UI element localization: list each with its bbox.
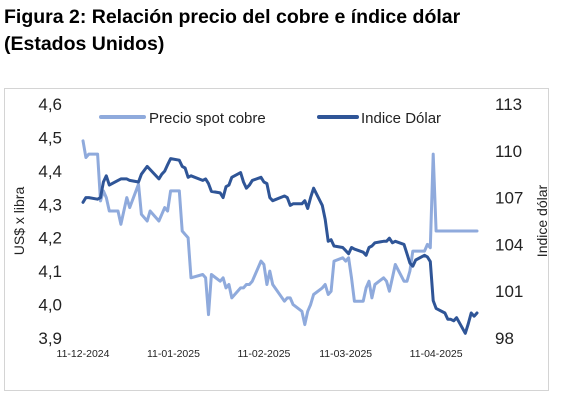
figure-title: Figura 2: Relación precio del cobre e ín… bbox=[4, 4, 564, 58]
y-left-tick-label: 4,0 bbox=[38, 296, 62, 315]
legend: Precio spot cobre Indice Dólar bbox=[99, 110, 441, 127]
figure-title-line-1: Figura 2: Relación precio del cobre e ín… bbox=[4, 6, 461, 28]
y-right-tick-label: 98 bbox=[495, 329, 514, 348]
x-tick-label: 11-04-2025 bbox=[410, 348, 463, 360]
series-line-copper bbox=[81, 139, 479, 327]
x-tick-label: 11-03-2025 bbox=[319, 348, 372, 360]
chart-frame bbox=[4, 88, 549, 391]
y-left-tick-label: 4,6 bbox=[38, 95, 62, 114]
y-right-tick-label: 107 bbox=[495, 189, 523, 208]
y-left-tick-label: 4,2 bbox=[38, 229, 62, 248]
y-left-tick-label: 4,5 bbox=[38, 128, 62, 147]
y-axis-left-label: US$ x libra bbox=[11, 187, 27, 256]
y-right-tick-label: 113 bbox=[495, 95, 522, 114]
series-line-dollar bbox=[81, 157, 479, 335]
y-right-tick-label: 101 bbox=[495, 282, 523, 301]
y-left-tick-label: 4,3 bbox=[38, 195, 62, 214]
y-right-tick-label: 104 bbox=[495, 235, 523, 254]
legend-label-copper: Precio spot cobre bbox=[149, 110, 266, 127]
figure-title-line-2: (Estados Unidos) bbox=[4, 33, 165, 55]
y-left-tick-label: 4,4 bbox=[38, 162, 62, 181]
y-right-tick-label: 110 bbox=[495, 142, 522, 161]
y-left-tick-label: 4,1 bbox=[38, 262, 62, 281]
y-left-tick-label: 3,9 bbox=[38, 329, 62, 348]
x-tick-label: 11-02-2025 bbox=[237, 348, 290, 360]
legend-label-dollar: Indice Dólar bbox=[361, 110, 441, 127]
x-tick-label: 11-01-2025 bbox=[147, 348, 200, 360]
y-axis-right-label: Indice dólar bbox=[534, 184, 550, 257]
x-tick-label: 11-12-2024 bbox=[57, 348, 110, 360]
